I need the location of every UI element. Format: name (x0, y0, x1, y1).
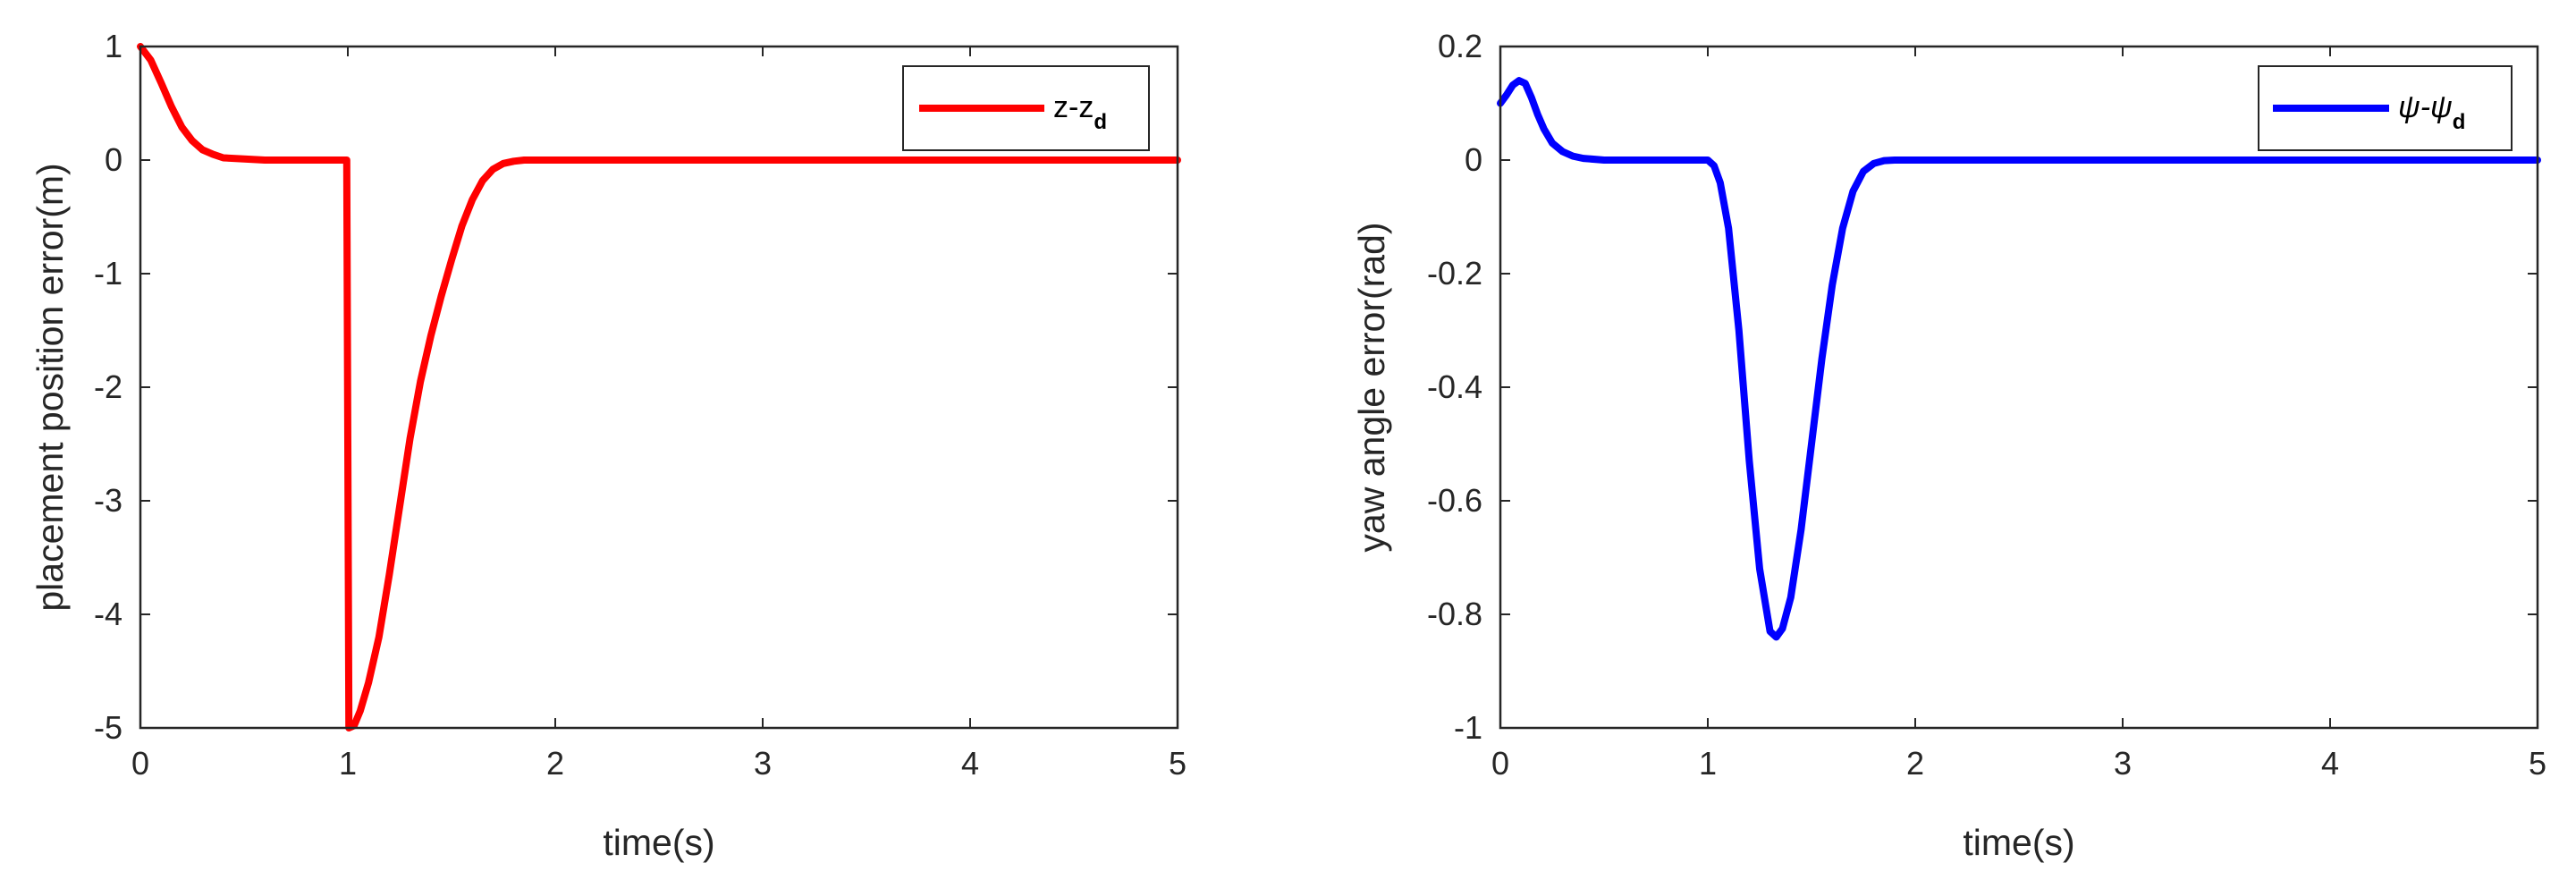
legend-label-yaw-error: ψ-ψd (2398, 90, 2465, 134)
x-tick-label: 1 (339, 745, 357, 782)
y-tick-label: 1 (105, 28, 122, 64)
y-tick-label: 0.2 (1438, 28, 1482, 64)
y-tick-label: -0.4 (1427, 368, 1482, 405)
x-tick-label: 3 (2114, 745, 2132, 782)
x-tick-labels: 0 1 2 3 4 5 (1491, 745, 2546, 782)
x-tick-label: 1 (1699, 745, 1717, 782)
chart-position-error: 0 1 2 3 4 5 -5 -4 -3 -2 -1 0 1 time(s) p… (30, 28, 1187, 863)
x-tick-label: 0 (131, 745, 149, 782)
x-tick-label: 5 (1169, 745, 1187, 782)
plot-area-frame (1499, 45, 2539, 730)
y-tick-label: -0.6 (1427, 482, 1482, 519)
y-tick-label: 0 (1465, 141, 1482, 178)
y-tick-labels: -5 -4 -3 -2 -1 0 1 (94, 28, 122, 746)
y-tick-label: 0 (105, 141, 122, 178)
x-tick-label: 4 (2321, 745, 2339, 782)
x-tick-label: 0 (1491, 745, 1509, 782)
legend: ψ-ψd (2258, 65, 2513, 151)
series-line-z-error (137, 43, 1181, 732)
plot-area-frame (139, 45, 1179, 730)
y-tick-label: -2 (94, 368, 122, 405)
chart-yaw-error: 0 1 2 3 4 5 -1 -0.8 -0.6 -0.4 -0.2 0 0.2… (1351, 28, 2546, 863)
y-tick-label: -1 (1454, 709, 1482, 746)
y-tick-label: -0.2 (1427, 255, 1482, 292)
series-line-yaw-error (1497, 77, 2541, 641)
x-tick-label: 2 (546, 745, 564, 782)
legend: z-zd (902, 65, 1150, 151)
x-tick-labels: 0 1 2 3 4 5 (131, 745, 1187, 782)
x-tick-label: 3 (754, 745, 772, 782)
y-axis-label: yaw angle error(rad) (1351, 222, 1392, 552)
legend-label-z-error: z-zd (1053, 90, 1107, 134)
y-tick-label: -5 (94, 709, 122, 746)
y-tick-label: -4 (94, 596, 122, 632)
x-axis-label: time(s) (1963, 822, 2074, 863)
x-axis-label: time(s) (603, 822, 714, 863)
y-tick-label: -0.8 (1427, 596, 1482, 632)
y-axis-label: placement position error(m) (30, 163, 71, 611)
y-tick-label: -3 (94, 482, 122, 519)
x-tick-label: 2 (1906, 745, 1924, 782)
x-tick-label: 5 (2529, 745, 2546, 782)
y-tick-labels: -1 -0.8 -0.6 -0.4 -0.2 0 0.2 (1427, 28, 1482, 746)
x-tick-label: 4 (961, 745, 979, 782)
y-tick-label: -1 (94, 255, 122, 292)
